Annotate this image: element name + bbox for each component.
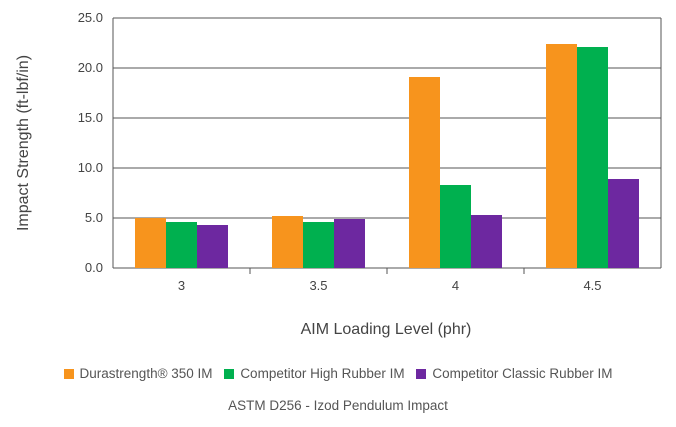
legend: Durastrength® 350 IM Competitor High Rub…: [0, 366, 676, 381]
x-tick-labels: 3 3.5 4 4.5: [178, 278, 602, 293]
axes: [112, 18, 662, 274]
bar-competitor-classic-rubber-im-3.5: [334, 219, 365, 268]
legend-label: Competitor High Rubber IM: [240, 366, 405, 381]
legend-swatch: [416, 369, 427, 379]
legend-item-high-rubber: Competitor High Rubber IM: [224, 366, 405, 381]
legend-swatch: [224, 369, 235, 379]
y-tick-label: 25.0: [78, 10, 103, 25]
legend-swatch: [63, 369, 74, 379]
bar-competitor-high-rubber-im-4: [440, 185, 471, 268]
bar-durastrength-350-im-4: [409, 77, 440, 268]
x-tick-label: 4: [452, 278, 459, 293]
y-tick-labels: 0.0 5.0 10.0 15.0 20.0 25.0: [78, 10, 103, 275]
bar-durastrength-350-im-3.5: [272, 216, 303, 268]
bar-competitor-high-rubber-im-3: [166, 222, 197, 268]
legend-item-durastrength: Durastrength® 350 IM: [63, 366, 213, 381]
bar-chart: 0.0 5.0 10.0 15.0 20.0 25.0 3 3.5 4 4.5 Impact S…: [15, 10, 662, 338]
bar-competitor-classic-rubber-im-3: [197, 225, 228, 268]
x-tick-label: 3.5: [309, 278, 327, 293]
y-tick-label: 20.0: [78, 60, 103, 75]
y-tick-label: 0.0: [85, 260, 103, 275]
y-tick-label: 5.0: [85, 210, 103, 225]
bar-durastrength-350-im-4.5: [546, 44, 577, 268]
y-axis-label: Impact Strength (ft-lbf/in): [15, 55, 32, 231]
x-axis-label: AIM Loading Level (phr): [301, 321, 472, 338]
chart-footnote: ASTM D256 - Izod Pendulum Impact: [228, 398, 448, 413]
y-tick-label: 15.0: [78, 110, 103, 125]
bars: [135, 44, 639, 268]
y-tick-label: 10.0: [78, 160, 103, 175]
bar-competitor-classic-rubber-im-4: [471, 215, 502, 268]
legend-label: Competitor Classic Rubber IM: [432, 366, 613, 381]
legend-label: Durastrength® 350 IM: [79, 366, 213, 381]
bar-durastrength-350-im-3: [135, 218, 166, 268]
legend-item-classic-rubber: Competitor Classic Rubber IM: [416, 366, 612, 381]
bar-competitor-high-rubber-im-4.5: [577, 47, 608, 268]
x-tick-label: 3: [178, 278, 185, 293]
bar-competitor-classic-rubber-im-4.5: [608, 179, 639, 268]
bar-competitor-high-rubber-im-3.5: [303, 222, 334, 268]
x-tick-label: 4.5: [583, 278, 601, 293]
